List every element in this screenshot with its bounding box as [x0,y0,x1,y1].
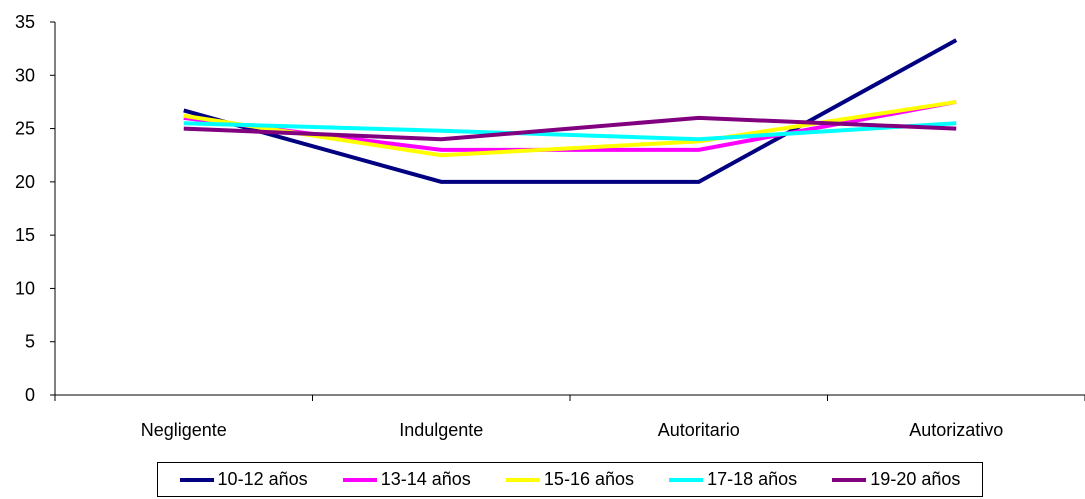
series-lines [183,38,958,184]
y-tick-label: 30 [15,65,35,85]
legend-swatch [832,477,867,482]
y-tick-label: 35 [15,12,35,32]
legend-swatch [505,477,540,482]
legend-item: 17-18 años [669,469,797,490]
legend-label: 19-20 años [870,469,961,489]
legend-label: 15-16 años [543,469,634,489]
y-tick-label: 0 [25,385,35,405]
series-line [183,121,957,142]
y-tick-label: 25 [15,119,35,139]
x-tick-label: Negligente [141,420,227,440]
series-line [183,115,957,142]
x-tick-label: Autorizativo [909,420,1003,440]
legend-item: 13-14 años [342,469,471,490]
legend-swatch [342,477,377,482]
y-tick-label: 10 [15,278,35,298]
legend-item: 15-16 años [505,469,634,490]
legend-label: 13-14 años [380,469,471,489]
y-tick-label: 5 [25,332,35,352]
axes: 0 5 10 15 20 25 30 35 Negligente Indulgente Autori… [15,12,1085,440]
series-line [183,38,958,184]
legend-label: 10-12 años [217,469,308,489]
line-chart: 0 5 10 15 20 25 30 35 Negligente Indulgente Autori… [15,12,1085,440]
x-tick-label: Autoritario [658,420,740,440]
legend-item: 19-20 años [832,469,960,490]
legend-item: 10-12 años [179,469,308,490]
legend-swatch [179,477,214,482]
y-tick-label: 15 [15,225,35,245]
x-tick-label: Indulgente [399,420,483,440]
legend: 10-12 años 13-14 años 15-16 años 17-18 años… [157,462,983,497]
y-tick-label: 20 [15,172,35,192]
legend-label: 17-18 años [707,469,798,489]
legend-swatch [669,477,704,482]
